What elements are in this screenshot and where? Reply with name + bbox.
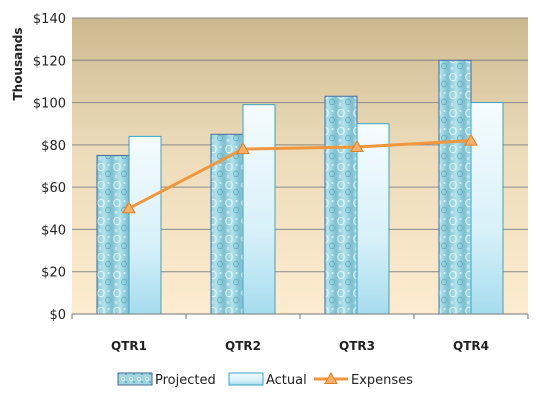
bar-projected: [438, 59, 472, 315]
y-tick-label: $20: [41, 266, 66, 281]
y-tick-label: $120: [33, 54, 66, 69]
legend-swatch-actual: [228, 372, 264, 386]
bar-projected: [210, 133, 244, 315]
x-tick-label: QTR2: [225, 339, 261, 353]
y-tick-label: $60: [41, 181, 66, 196]
y-tick-label: $100: [33, 97, 66, 112]
y-tick-label: $80: [41, 139, 66, 154]
legend: Projected Actual Expenses: [117, 371, 413, 388]
bar-actual: [242, 104, 276, 315]
y-tick-label: $140: [33, 12, 66, 27]
bar-projected: [324, 95, 358, 315]
expenses-marker: [350, 139, 364, 152]
bar-actual: [128, 135, 162, 315]
bar-projected: [96, 154, 130, 315]
bar-actual: [356, 123, 390, 315]
bar-actual: [470, 102, 504, 315]
expenses-series-line: [128, 139, 472, 210]
x-axis: QTR1 QTR2 QTR3 QTR4: [71, 314, 529, 353]
legend-swatch-projected: [117, 372, 153, 386]
x-tick-label: QTR1: [111, 339, 147, 353]
y-axis: $0 $20 $40 $60 $80 $100 $120 $140: [33, 12, 66, 323]
legend-marker-expenses: [324, 371, 338, 384]
expenses-line: [122, 133, 478, 214]
y-axis-label: Thousands: [11, 27, 25, 100]
y-tick-label: $40: [41, 223, 66, 238]
x-tick-label: QTR3: [339, 339, 375, 353]
legend-label-expenses: Expenses: [351, 373, 413, 388]
expenses-marker: [122, 201, 136, 214]
legend-label-projected: Projected: [155, 373, 216, 388]
x-tick-label: QTR4: [453, 339, 489, 353]
legend-label-actual: Actual: [266, 373, 307, 388]
expenses-marker: [236, 142, 250, 155]
expenses-marker: [464, 133, 478, 146]
y-tick-label: $0: [49, 308, 66, 323]
